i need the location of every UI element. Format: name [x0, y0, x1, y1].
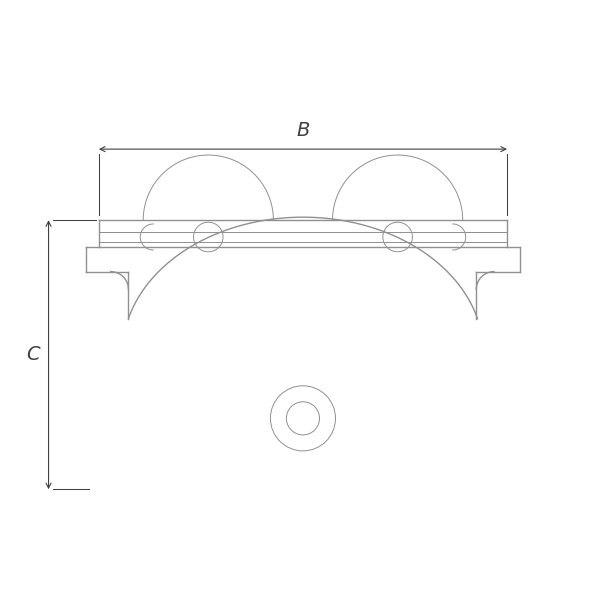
Text: C: C: [26, 345, 40, 364]
Text: B: B: [296, 121, 310, 140]
